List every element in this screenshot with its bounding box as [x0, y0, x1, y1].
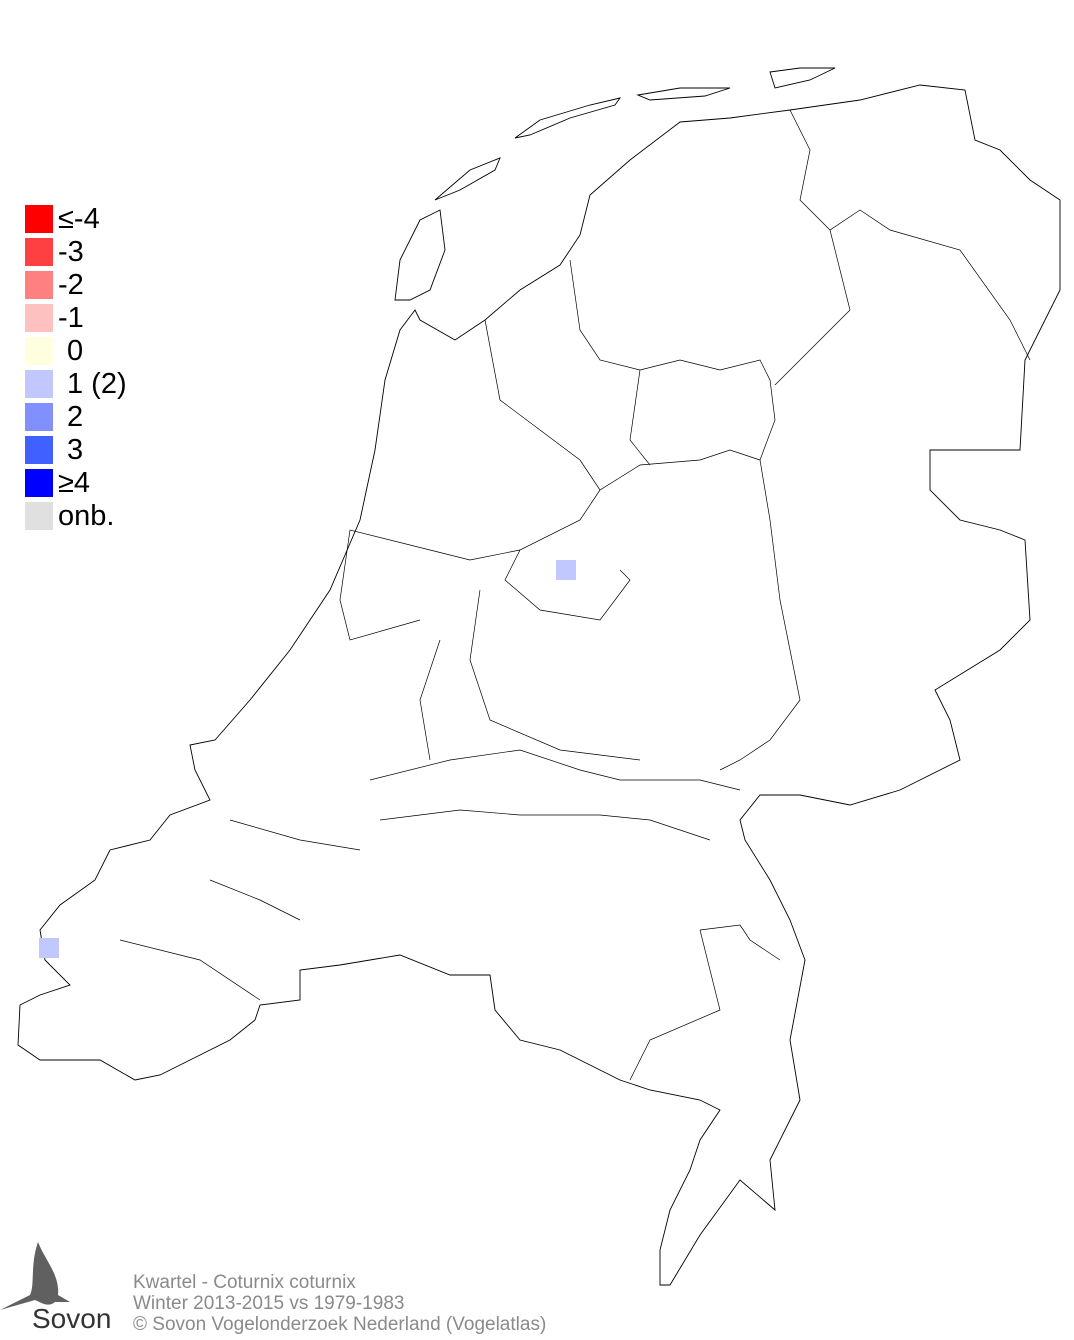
legend-label: -3 [58, 236, 84, 268]
legend-swatch [25, 436, 53, 464]
sovon-logo: Sovon [0, 1242, 111, 1334]
legend-label: 1 (2) [67, 368, 127, 400]
legend-swatch [25, 337, 53, 365]
legend-swatch [25, 502, 53, 530]
legend-swatch [25, 403, 53, 431]
legend-label: ≤-4 [58, 203, 100, 235]
legend-swatch [25, 304, 53, 332]
grid-cell-flevoland [556, 560, 576, 580]
legend-swatch [25, 370, 53, 398]
legend-label: 0 [67, 335, 84, 367]
legend-swatch [25, 205, 53, 233]
legend-swatch [25, 469, 53, 497]
map-caption: Kwartel - Coturnix coturnix Winter 2013-… [133, 1272, 546, 1335]
species-name: Kwartel - Coturnix coturnix [133, 1272, 356, 1293]
island-ameland [636, 87, 731, 101]
legend-label: 2 [67, 401, 84, 433]
legend-label: 3 [67, 434, 84, 466]
island-terschelling [514, 97, 622, 139]
legend-swatch [25, 271, 53, 299]
legend-label: ≥4 [58, 467, 91, 499]
island-schiermonnikoog [769, 67, 836, 89]
grid-cell-zeeland [39, 938, 59, 958]
legend-swatch [25, 238, 53, 266]
svg-text:Sovon: Sovon [32, 1303, 111, 1334]
period: Winter 2013-2015 vs 1979-1983 [133, 1293, 405, 1314]
swallow-icon [0, 1242, 70, 1310]
legend-label: -1 [58, 302, 84, 334]
legend-label: -2 [58, 269, 84, 301]
island-vlieland [434, 157, 501, 201]
legend-label: onb. [58, 500, 115, 532]
island-texel [394, 209, 446, 301]
province-lines [119, 109, 1031, 1081]
copyright: © Sovon Vogelonderzoek Nederland (Vogela… [133, 1314, 547, 1335]
country-outline [17, 84, 1061, 1286]
